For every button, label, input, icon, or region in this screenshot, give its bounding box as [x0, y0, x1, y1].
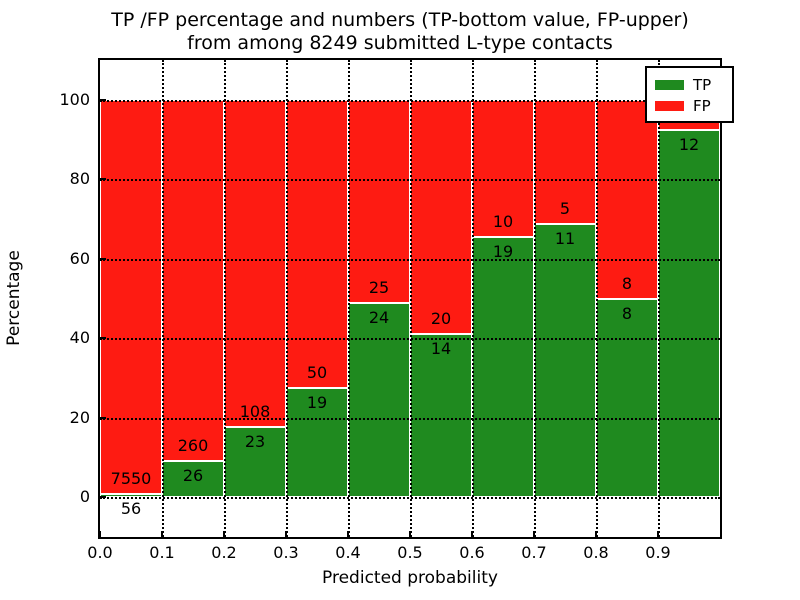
tp-count-label: 24 — [368, 307, 390, 327]
chart-title-line1: TP /FP percentage and numbers (TP-bottom… — [111, 9, 689, 31]
fp-count-label: 7550 — [110, 469, 152, 489]
tp-count-label: 11 — [554, 228, 576, 248]
bar-segment-tp — [410, 333, 472, 498]
y-tick-label: 0 — [79, 487, 90, 507]
y-tick — [100, 257, 106, 260]
x-tick — [657, 531, 659, 537]
y-tick-label: 20 — [69, 407, 90, 427]
y-tick-label: 80 — [69, 169, 90, 189]
x-tick-label: 0.3 — [273, 543, 299, 562]
x-gridline — [348, 60, 350, 537]
chart-title-line2: from among 8249 submitted L-type contact… — [187, 32, 613, 54]
bar-segment-tp — [658, 130, 720, 498]
bar-segment-tp — [472, 236, 534, 498]
plot-area: 7550562602610823501925242014101951188112 — [100, 60, 720, 537]
y-tick-label: 60 — [69, 248, 90, 268]
x-gridline — [534, 60, 536, 537]
x-gridline — [162, 60, 164, 537]
legend-entry-tp: TP — [655, 74, 724, 95]
bar-segment-tp — [286, 387, 348, 498]
y-tick — [100, 98, 106, 101]
fp-count-label: 10 — [492, 211, 514, 231]
y-tick-label: 100 — [59, 89, 90, 109]
bar-segment-tp — [100, 494, 162, 498]
chart-title: TP /FP percentage and numbers (TP-bottom… — [0, 9, 800, 55]
x-tick — [533, 531, 535, 537]
legend-label-fp: FP — [693, 96, 711, 115]
fp-count-label: 50 — [306, 362, 328, 382]
bar-segment-fp — [596, 99, 658, 299]
x-tick — [223, 531, 225, 537]
x-tick-label: 0.5 — [397, 543, 423, 562]
x-gridline — [596, 60, 598, 537]
x-tick-label: 0.1 — [149, 543, 175, 562]
fp-count-label: 260 — [177, 436, 209, 456]
fp-count-label: 5 — [559, 198, 571, 218]
x-tick — [409, 531, 411, 537]
tp-count-label: 19 — [492, 241, 514, 261]
tp-count-label: 56 — [120, 499, 142, 519]
tp-swatch-icon — [655, 79, 684, 90]
bar-segment-fp — [224, 99, 286, 428]
tp-count-label: 26 — [182, 466, 204, 486]
bar-segment-tp — [596, 298, 658, 498]
x-gridline — [410, 60, 412, 537]
bar-segment-fp — [348, 99, 410, 303]
bar-segment-fp — [410, 99, 472, 334]
y-tick — [100, 337, 106, 340]
x-axis-label: Predicted probability — [322, 568, 498, 588]
tp-count-label: 12 — [678, 135, 700, 155]
bar-segment-tp — [162, 461, 224, 498]
bar-segment-fp — [162, 99, 224, 462]
y-tick — [100, 496, 106, 499]
tp-count-label: 14 — [430, 338, 452, 358]
fp-count-label: 20 — [430, 308, 452, 328]
fp-count-label: 108 — [239, 402, 271, 422]
x-tick — [595, 531, 597, 537]
legend: TP FP — [645, 66, 734, 123]
x-gridline — [286, 60, 288, 537]
bar-segment-fp — [534, 99, 596, 224]
y-tick — [100, 416, 106, 419]
x-tick — [285, 531, 287, 537]
bar-segment-tp — [348, 302, 410, 498]
y-tick — [100, 178, 106, 181]
x-tick-label: 0.2 — [211, 543, 237, 562]
bar-segment-fp — [286, 99, 348, 388]
x-tick-label: 0.6 — [459, 543, 485, 562]
tp-count-label: 8 — [621, 303, 633, 323]
x-tick — [347, 531, 349, 537]
bar-segment-fp — [100, 99, 162, 495]
x-tick — [99, 531, 101, 537]
fp-count-label: 8 — [621, 273, 633, 293]
x-tick-label: 0.4 — [335, 543, 361, 562]
x-tick-label: 0.9 — [645, 543, 671, 562]
x-gridline — [658, 60, 660, 537]
x-tick — [471, 531, 473, 537]
fp-swatch-icon — [655, 100, 684, 111]
x-tick-label: 0.7 — [521, 543, 547, 562]
x-tick-label: 0.8 — [583, 543, 609, 562]
tp-count-label: 23 — [244, 432, 266, 452]
fp-count-label: 25 — [368, 277, 390, 297]
tp-count-label: 19 — [306, 392, 328, 412]
y-tick-label: 40 — [69, 328, 90, 348]
legend-label-tp: TP — [693, 75, 712, 94]
x-tick-label: 0.0 — [87, 543, 113, 562]
x-gridline — [224, 60, 226, 537]
bar-segment-tp — [534, 223, 596, 498]
legend-entry-fp: FP — [655, 95, 724, 116]
x-gridline — [472, 60, 474, 537]
x-tick — [161, 531, 163, 537]
